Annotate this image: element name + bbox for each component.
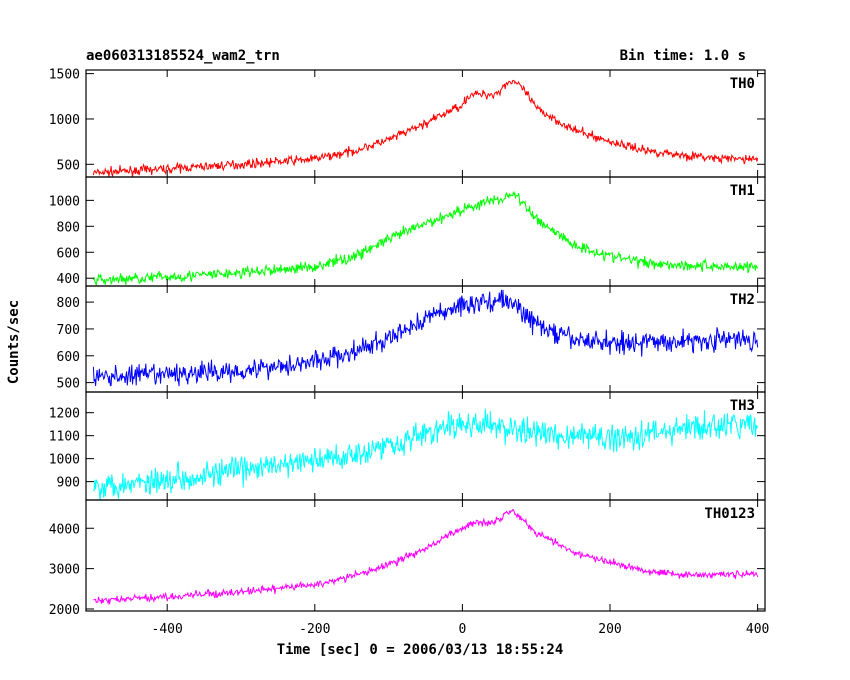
x-tick-label: -200 (299, 622, 330, 637)
bin-time-label: Bin time: 1.0 s (620, 48, 746, 64)
y-tick-label: 400 (57, 272, 80, 287)
panel-frame (85, 499, 766, 612)
y-tick-label: 1000 (49, 453, 80, 468)
y-tick-label: 1000 (49, 113, 80, 128)
y-tick-label: 500 (57, 377, 80, 392)
y-tick-label: 600 (57, 350, 80, 365)
x-tick-label: 0 (458, 622, 466, 637)
panel-label: TH2 (730, 292, 755, 308)
y-tick-label: 1200 (49, 407, 80, 422)
y-tick-label: 1100 (49, 430, 80, 445)
y-tick-label: 1000 (49, 194, 80, 209)
y-tick-label: 500 (57, 158, 80, 173)
panel-th0123: 2000 3000 4000 TH0123 (49, 499, 766, 618)
y-tick-label: 1500 (49, 68, 80, 83)
y-tick-label: 600 (57, 246, 80, 261)
y-tick-label: 2000 (49, 603, 80, 618)
panel-th0: 500 1000 1500 TH0 (49, 68, 766, 178)
x-tick-label: 200 (598, 622, 621, 637)
y-axis-label: Counts/sec (6, 300, 22, 384)
panel-th3: 900 1000 1100 1200 TH3 (49, 391, 766, 501)
x-tick-label: -400 (152, 622, 183, 637)
panel-label: TH0 (730, 76, 755, 92)
panel-th1: 400 600 800 1000 TH1 (49, 176, 766, 287)
series-line-th0123 (93, 508, 759, 606)
series-line-th3 (93, 408, 759, 500)
x-tick-label: 400 (746, 622, 769, 637)
y-tick-label: 3000 (49, 563, 80, 578)
panel-th2: 500 600 700 800 TH2 (57, 285, 766, 393)
panels-group: 500 1000 1500 TH0 400 600 800 1000 TH1 500 600 700 8… (49, 68, 770, 637)
panel-label: TH0123 (704, 506, 755, 522)
chart-title: ae060313185524_wam2_trn (86, 48, 280, 64)
y-tick-label: 4000 (49, 522, 80, 537)
panel-label: TH1 (730, 183, 755, 199)
panel-label: TH3 (730, 398, 755, 414)
series-line-th2 (92, 289, 759, 387)
y-tick-label: 900 (57, 476, 80, 491)
panel-frame (85, 176, 766, 287)
y-tick-label: 800 (57, 220, 80, 235)
y-tick-label: 800 (57, 296, 80, 311)
y-tick-label: 700 (57, 323, 80, 338)
x-axis-label: Time [sec] 0 = 2006/03/13 18:55:24 (277, 642, 564, 658)
series-line-th0 (92, 79, 759, 177)
panel-frame (85, 391, 766, 501)
series-line-th1 (92, 190, 759, 286)
